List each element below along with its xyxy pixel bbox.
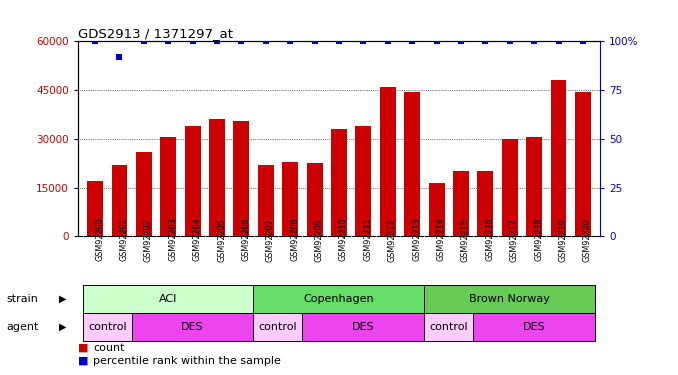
Text: GSM92206: GSM92206 — [241, 218, 250, 261]
Bar — [136, 152, 152, 236]
Point — [480, 38, 491, 44]
Point — [309, 38, 320, 44]
Text: ■: ■ — [78, 356, 92, 366]
Bar — [473, 313, 595, 341]
Bar — [282, 162, 298, 236]
Point — [407, 38, 418, 44]
Point — [553, 38, 564, 44]
Text: GSM92208: GSM92208 — [290, 218, 299, 261]
Text: count: count — [93, 343, 124, 353]
Text: GSM92210: GSM92210 — [339, 218, 348, 261]
Bar — [424, 285, 595, 313]
Point — [358, 38, 369, 44]
Text: DES: DES — [523, 322, 546, 332]
Bar — [453, 171, 469, 236]
Point — [456, 38, 466, 44]
Text: GDS2913 / 1371297_at: GDS2913 / 1371297_at — [78, 27, 233, 40]
Bar — [404, 92, 420, 236]
Bar — [424, 313, 473, 341]
Point — [163, 38, 174, 44]
Text: GSM92204: GSM92204 — [193, 218, 201, 261]
Bar — [355, 126, 372, 236]
Bar — [132, 313, 254, 341]
Text: DES: DES — [181, 322, 204, 332]
Bar — [258, 165, 274, 236]
Text: strain: strain — [7, 294, 39, 304]
Bar — [83, 313, 132, 341]
Point — [382, 38, 393, 44]
Point — [578, 38, 589, 44]
Text: percentile rank within the sample: percentile rank within the sample — [93, 356, 281, 366]
Bar — [184, 126, 201, 236]
Point — [236, 38, 247, 44]
Text: ■: ■ — [78, 343, 92, 353]
Text: GSM92220: GSM92220 — [583, 218, 592, 261]
Text: ACI: ACI — [159, 294, 178, 304]
Text: GSM92201: GSM92201 — [119, 218, 128, 261]
Text: GSM92214: GSM92214 — [437, 218, 445, 261]
Text: control: control — [259, 322, 298, 332]
Point — [431, 38, 442, 44]
Text: Copenhagen: Copenhagen — [304, 294, 374, 304]
Text: GSM92211: GSM92211 — [363, 218, 372, 261]
Bar — [209, 119, 225, 236]
Text: GSM92216: GSM92216 — [485, 218, 494, 261]
Text: GSM92205: GSM92205 — [217, 218, 226, 261]
Bar — [302, 313, 424, 341]
Point — [285, 38, 296, 44]
Bar — [380, 87, 396, 236]
Point — [138, 38, 149, 44]
Text: ▶: ▶ — [59, 294, 66, 304]
Text: control: control — [88, 322, 127, 332]
Bar — [306, 163, 323, 236]
Text: GSM92217: GSM92217 — [510, 218, 519, 261]
Point — [187, 38, 198, 44]
Text: agent: agent — [7, 322, 39, 332]
Bar — [477, 171, 494, 236]
Bar — [575, 92, 591, 236]
Text: GSM92212: GSM92212 — [388, 218, 397, 261]
Bar — [551, 80, 567, 236]
Bar — [502, 139, 518, 236]
Point — [89, 38, 100, 44]
Point — [334, 38, 344, 44]
Text: GSM92213: GSM92213 — [412, 218, 421, 261]
Bar — [233, 121, 250, 236]
Text: GSM92215: GSM92215 — [461, 218, 470, 261]
Bar — [254, 313, 302, 341]
Bar — [111, 165, 127, 236]
Point — [504, 38, 515, 44]
Text: ▶: ▶ — [59, 322, 66, 332]
Text: GSM92200: GSM92200 — [95, 218, 104, 261]
Bar — [254, 285, 424, 313]
Text: GSM92207: GSM92207 — [266, 218, 275, 261]
Bar — [83, 285, 254, 313]
Text: DES: DES — [352, 322, 375, 332]
Text: GSM92203: GSM92203 — [168, 218, 177, 261]
Point — [114, 54, 125, 60]
Text: control: control — [429, 322, 468, 332]
Bar — [428, 183, 445, 236]
Text: Brown Norway: Brown Norway — [469, 294, 551, 304]
Text: GSM92218: GSM92218 — [534, 218, 543, 261]
Text: GSM92219: GSM92219 — [559, 218, 567, 261]
Text: GSM92209: GSM92209 — [315, 218, 323, 261]
Bar — [331, 129, 347, 236]
Text: GSM92202: GSM92202 — [144, 218, 153, 261]
Bar — [160, 137, 176, 236]
Bar — [526, 137, 542, 236]
Point — [260, 38, 271, 44]
Bar — [87, 181, 103, 236]
Point — [529, 38, 540, 44]
Point — [212, 38, 222, 44]
